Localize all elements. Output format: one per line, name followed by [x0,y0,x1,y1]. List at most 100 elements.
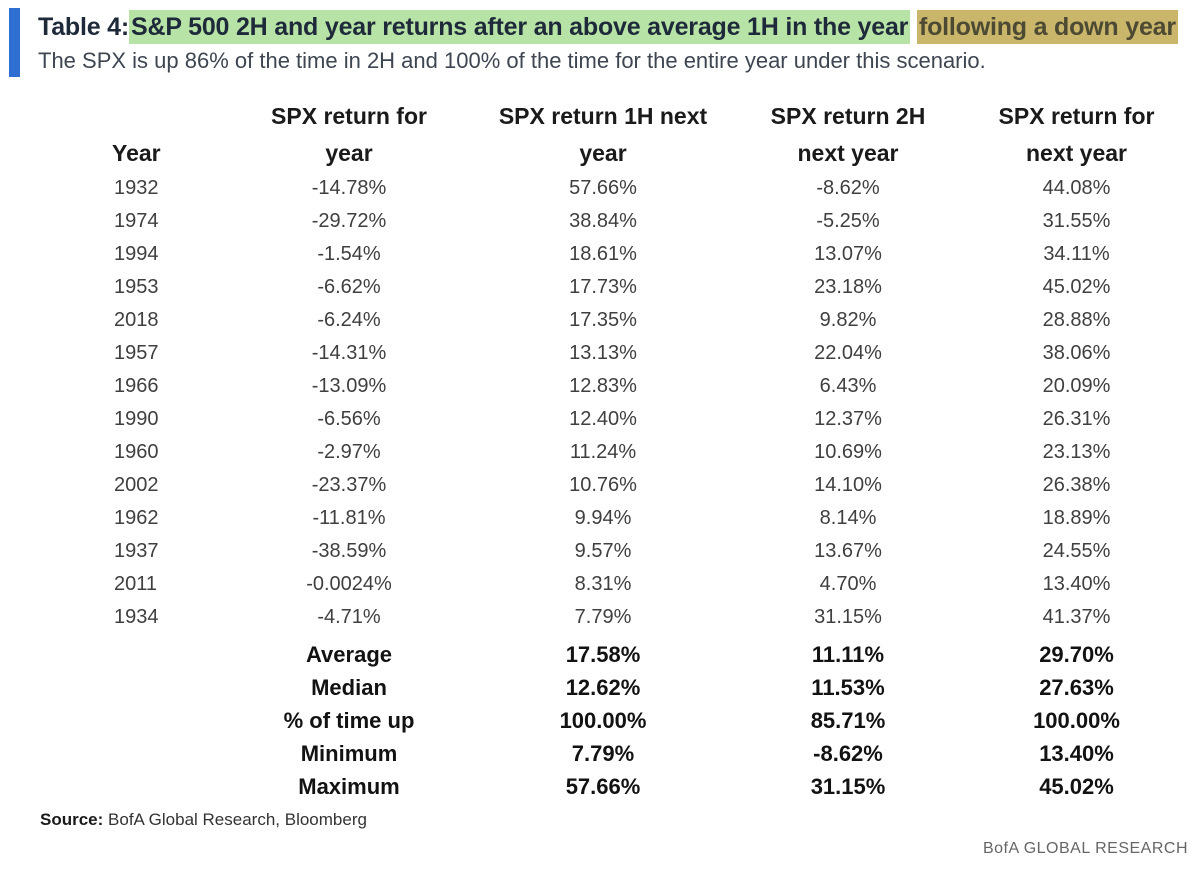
table-row: 1962 -11.81% 9.94% 8.14% 18.89% [40,502,1190,535]
value-cell: 13.13% [569,342,637,364]
value-cell: -6.56% [317,408,381,430]
title-highlight-green: S&P 500 2H and year returns after an abo… [129,10,911,44]
value-cell: -4.71% [317,606,381,628]
value-cell: 11.24% [569,441,637,463]
value-cell: 24.55% [1042,540,1111,562]
value-cell: 10.76% [569,474,637,496]
header-spx-1h-next: SPX return 1H next year [498,103,708,166]
value-cell: 9.82% [819,309,877,331]
year-cell: 1953 [114,276,159,298]
value-cell: 6.43% [819,375,877,397]
summary-label: % of time up [283,708,415,733]
year-cell: 1966 [114,375,159,397]
table-row: 2018 -6.24% 17.35% 9.82% 28.88% [40,304,1190,337]
summary-row: Average 17.58% 11.11% 29.70% [40,634,1190,671]
table-row: 1966 -13.09% 12.83% 6.43% 20.09% [40,370,1190,403]
value-cell: -13.09% [311,375,387,397]
summary-value: 7.79% [571,741,635,766]
value-cell: 38.84% [569,210,637,232]
table-row: 1990 -6.56% 12.40% 12.37% 26.31% [40,403,1190,436]
summary-value: 31.15% [810,774,886,799]
table-row: 2011 -0.0024% 8.31% 4.70% 13.40% [40,568,1190,601]
header-spx-next-year: SPX return for next year [998,103,1155,166]
value-cell: 45.02% [1042,276,1111,298]
value-cell: 20.09% [1042,375,1111,397]
value-cell: 9.57% [574,540,632,562]
summary-value: 45.02% [1039,774,1114,799]
value-cell: 9.94% [574,507,632,529]
value-cell: 17.35% [569,309,637,331]
value-cell: 34.11% [1043,243,1110,265]
value-cell: 57.66% [569,177,637,199]
value-cell: -14.31% [311,342,387,364]
title-prefix: Table 4: [38,13,130,41]
summary-row: % of time up 100.00% 85.71% 100.00% [40,704,1190,737]
header-spx-2h-next: SPX return 2H next year [770,103,926,166]
value-cell: 23.18% [814,276,882,298]
value-cell: 44.08% [1042,177,1111,199]
summary-value: 100.00% [1033,708,1120,733]
summary-row: Minimum 7.79% -8.62% 13.40% [40,737,1190,770]
value-cell: 26.31% [1042,408,1111,430]
summary-value: 17.58% [565,642,641,667]
summary-value: 13.40% [1039,741,1114,766]
value-cell: -6.24% [317,309,381,331]
value-cell: 13.07% [814,243,882,265]
value-cell: 13.40% [1042,573,1111,595]
accent-bar [9,8,20,77]
year-cell: 1957 [114,342,159,364]
summary-label: Average [305,642,392,667]
value-cell: 18.61% [569,243,637,265]
year-cell: 2002 [114,474,159,496]
summary-spacer [40,671,225,704]
summary-spacer [40,737,225,770]
value-cell: 26.38% [1042,474,1111,496]
table-row: 1960 -2.97% 11.24% 10.69% 23.13% [40,436,1190,469]
header-row: Year SPX return for year SPX return 1H ne… [40,98,1190,172]
summary-value: 12.62% [565,675,641,700]
returns-table: Year SPX return for year SPX return 1H ne… [40,98,1190,803]
year-cell: 1990 [114,408,159,430]
summary-spacer [40,704,225,737]
value-cell: 17.73% [569,276,637,298]
value-cell: -6.62% [317,276,381,298]
year-cell: 1962 [114,507,159,529]
summary-label: Maximum [298,774,400,799]
value-cell: 23.13% [1042,441,1111,463]
value-cell: 7.79% [574,606,632,628]
summary-spacer [40,634,225,671]
summary-label: Minimum [300,741,398,766]
value-cell: 12.83% [569,375,637,397]
value-cell: -8.62% [816,177,880,199]
value-cell: 12.40% [569,408,637,430]
value-cell: 8.14% [819,507,877,529]
value-cell: 10.69% [814,441,882,463]
source-label: Source: [40,810,104,829]
table-row: 1974 -29.72% 38.84% -5.25% 31.55% [40,205,1190,238]
year-cell: 1937 [114,540,159,562]
value-cell: 38.06% [1042,342,1111,364]
value-cell: 28.88% [1042,309,1111,331]
value-cell: 12.37% [814,408,882,430]
table-row: 1957 -14.31% 13.13% 22.04% 38.06% [40,337,1190,370]
value-cell: 31.55% [1042,210,1111,232]
value-cell: -23.37% [311,474,387,496]
value-cell: 31.15% [814,606,882,628]
summary-value: 57.66% [565,774,641,799]
summary-value: 11.11% [811,642,885,667]
table-title: Table 4: S&P 500 2H and year returns aft… [38,10,1178,44]
header-spx-year: SPX return for year [271,103,427,166]
table-row: 1937 -38.59% 9.57% 13.67% 24.55% [40,535,1190,568]
year-cell: 1934 [114,606,159,628]
summary-row: Median 12.62% 11.53% 27.63% [40,671,1190,704]
year-cell: 2018 [114,309,159,331]
year-cell: 1932 [114,177,159,199]
summary-value: 29.70% [1039,642,1114,667]
value-cell: 8.31% [574,573,632,595]
summary-value: 85.71% [810,708,886,733]
table-subtitle: The SPX is up 86% of the time in 2H and … [38,48,986,73]
summary-spacer [40,770,225,803]
summary-value: -8.62% [813,741,883,766]
year-cell: 1960 [114,441,159,463]
year-cell: 1974 [114,210,159,232]
